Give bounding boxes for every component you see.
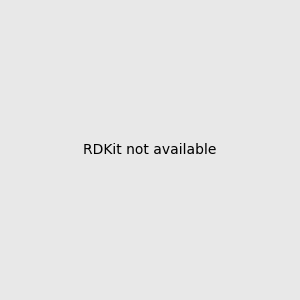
Text: RDKit not available: RDKit not available xyxy=(83,143,217,157)
